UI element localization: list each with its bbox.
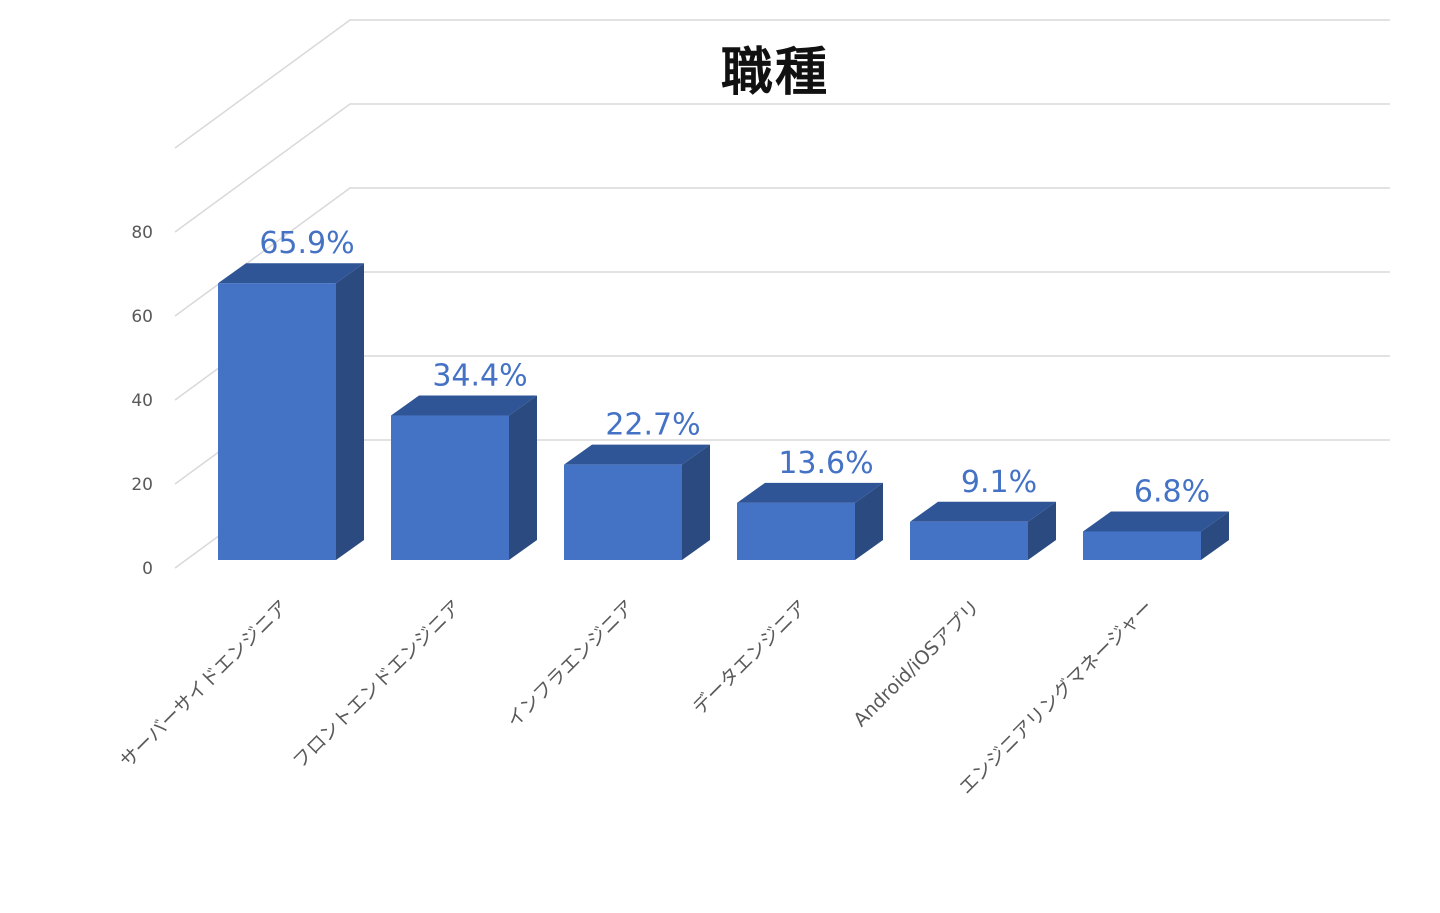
category-label: データエンジニア	[688, 596, 811, 719]
bar	[564, 464, 682, 560]
bar	[910, 521, 1028, 560]
y-tick-label: 60	[131, 307, 153, 327]
category-label: フロントエンドエンジニア	[289, 596, 466, 773]
bar-side	[1201, 511, 1229, 560]
bar-top	[218, 263, 364, 284]
bar	[218, 283, 336, 560]
bar	[737, 502, 855, 560]
bar-side	[336, 263, 364, 560]
y-tick-label: 40	[131, 391, 153, 411]
bar	[1083, 531, 1201, 560]
bar-top	[737, 482, 883, 503]
category-label: Android/iOSアプリ	[849, 596, 984, 731]
bar-side	[1028, 501, 1056, 560]
bar-top	[391, 395, 537, 416]
category-label: エンジニアリングマネージャー	[955, 596, 1158, 799]
bar-top	[564, 444, 710, 465]
bar-side	[855, 482, 883, 560]
data-label: 13.6%	[778, 446, 873, 481]
data-label: 65.9%	[259, 226, 354, 261]
gridline	[174, 103, 1390, 233]
data-label: 34.4%	[432, 359, 527, 394]
y-tick-label: 0	[142, 559, 153, 579]
y-tick-label: 80	[131, 223, 153, 243]
category-label: サーバーサイドエンジニア	[116, 596, 292, 772]
bar-top	[910, 501, 1056, 522]
bar	[391, 415, 509, 560]
bar-side	[682, 444, 710, 560]
category-label: インフラエンジニア	[502, 596, 638, 732]
data-label: 9.1%	[961, 465, 1037, 500]
gridline	[174, 19, 1390, 149]
chart-title: 職種	[720, 43, 829, 103]
y-tick-label: 20	[131, 475, 153, 495]
bar-top	[1083, 511, 1229, 532]
data-label: 6.8%	[1134, 474, 1210, 509]
bar-side	[509, 395, 537, 560]
data-label: 22.7%	[605, 408, 700, 443]
